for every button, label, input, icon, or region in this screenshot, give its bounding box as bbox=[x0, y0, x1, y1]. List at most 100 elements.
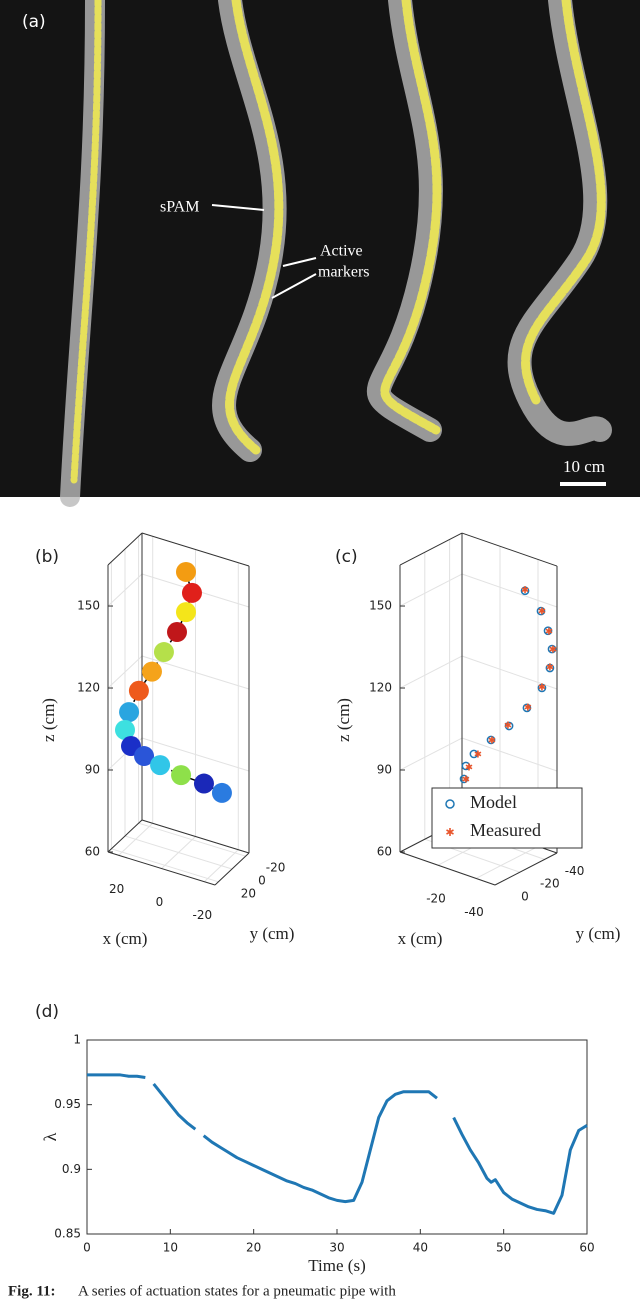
annotation: Active bbox=[320, 243, 363, 260]
annotation: markers bbox=[318, 264, 370, 281]
z-tick-label: 90 bbox=[85, 763, 100, 777]
x-axis bbox=[107, 851, 216, 886]
point bbox=[171, 765, 192, 786]
z-tick-label: 150 bbox=[369, 599, 392, 613]
marker-star bbox=[474, 750, 482, 758]
grid-line bbox=[399, 737, 463, 771]
x-tick-label: 30 bbox=[329, 1241, 344, 1255]
box-edge bbox=[399, 532, 463, 566]
caption-label: Fig. 11: bbox=[8, 1283, 56, 1299]
z-axis-label: z (cm) bbox=[334, 698, 353, 742]
grid-line bbox=[124, 835, 233, 870]
tube bbox=[366, 0, 443, 442]
point bbox=[134, 746, 155, 767]
spam-beads bbox=[225, 0, 284, 455]
x-tick-label: 20 bbox=[246, 1241, 261, 1255]
plot-frame bbox=[86, 1039, 588, 1235]
box-edge bbox=[141, 819, 250, 854]
data-line bbox=[87, 1073, 588, 1215]
marker-star bbox=[524, 703, 532, 711]
y-tick-label: 0 bbox=[258, 874, 266, 888]
y-tick-label: 0.95 bbox=[54, 1097, 81, 1111]
x-tick-label: 60 bbox=[579, 1241, 594, 1255]
z-tick-label: 60 bbox=[85, 845, 100, 859]
panel-label: (c) bbox=[335, 547, 358, 567]
x-tick-label: 50 bbox=[496, 1241, 511, 1255]
spam-beads bbox=[70, 0, 102, 484]
x-tick-label: 0 bbox=[156, 895, 164, 909]
robot-tubes bbox=[60, 0, 612, 507]
spam-beads bbox=[521, 0, 606, 405]
y-axis bbox=[494, 852, 558, 886]
x-axis-label: Time (s) bbox=[308, 1256, 365, 1275]
point bbox=[150, 755, 171, 776]
box-edge bbox=[141, 532, 250, 567]
grid-line bbox=[399, 573, 463, 607]
point bbox=[181, 582, 202, 603]
z-tick-label: 120 bbox=[369, 681, 392, 695]
x-tick-label: -40 bbox=[464, 905, 484, 919]
grid-line bbox=[111, 848, 219, 883]
legend-marker bbox=[445, 799, 455, 809]
marker-circle bbox=[543, 626, 553, 636]
y-tick-label: 20 bbox=[241, 886, 256, 900]
z-tick-label: 150 bbox=[77, 599, 100, 613]
arrow bbox=[282, 257, 317, 267]
grid-line bbox=[138, 822, 246, 857]
y-axis bbox=[214, 852, 250, 886]
x-axis bbox=[399, 851, 496, 886]
point bbox=[119, 702, 140, 723]
point bbox=[141, 661, 162, 682]
legend-label: Measured bbox=[470, 820, 541, 840]
x-tick-label: 20 bbox=[109, 882, 124, 896]
z-tick-label: 60 bbox=[377, 845, 392, 859]
y-tick-label: 0.85 bbox=[54, 1227, 81, 1241]
scale-label: 10 cm bbox=[563, 457, 605, 476]
grid-line bbox=[461, 737, 558, 772]
z-tick-label: 90 bbox=[377, 763, 392, 777]
x-tick-label: -20 bbox=[426, 892, 446, 906]
grid-line bbox=[399, 655, 463, 689]
y-tick-label: -20 bbox=[266, 861, 286, 875]
marker-star bbox=[545, 627, 553, 635]
z-axis-label: z (cm) bbox=[39, 698, 58, 742]
z-tick-label: 120 bbox=[77, 681, 100, 695]
point bbox=[175, 561, 196, 582]
point bbox=[175, 602, 196, 623]
box-edge bbox=[107, 532, 143, 566]
marker-circle bbox=[536, 606, 546, 616]
x-tick-label: 0 bbox=[83, 1241, 91, 1255]
x-tick-label: 40 bbox=[413, 1241, 428, 1255]
photo-panel: (a) sPAM Active markers 10 cm bbox=[0, 0, 640, 507]
box-edge bbox=[461, 532, 558, 567]
y-tick-label: 0 bbox=[521, 890, 529, 904]
panel-label: (d) bbox=[35, 1002, 59, 1022]
y-tick-label: 1 bbox=[73, 1033, 81, 1047]
marker-star bbox=[538, 607, 546, 615]
legend-box bbox=[431, 787, 583, 849]
marker-circle bbox=[486, 735, 496, 745]
spam-beads bbox=[380, 0, 442, 435]
marker-star bbox=[521, 586, 529, 594]
caption-text: A series of actuation states for a pneum… bbox=[78, 1283, 396, 1299]
x-tick-label: -20 bbox=[192, 908, 212, 922]
point bbox=[115, 719, 135, 740]
legend-marker bbox=[446, 828, 454, 836]
panel-label: (a) bbox=[22, 12, 46, 32]
point bbox=[211, 782, 232, 803]
marker-star bbox=[465, 763, 473, 771]
y-tick-label: 0.9 bbox=[62, 1162, 81, 1176]
grid-line bbox=[461, 573, 558, 608]
panel-label: (b) bbox=[35, 547, 59, 567]
y-axis-label: λ bbox=[40, 1132, 60, 1141]
arrow bbox=[271, 273, 317, 299]
y-tick-label: -20 bbox=[540, 877, 560, 891]
y-axis-label: y (cm) bbox=[576, 924, 621, 943]
marker-star bbox=[504, 721, 512, 729]
marker-star bbox=[488, 736, 496, 744]
box-edge bbox=[107, 819, 143, 853]
marker-star bbox=[549, 645, 557, 653]
scale-bar bbox=[560, 482, 606, 486]
point bbox=[167, 622, 188, 643]
